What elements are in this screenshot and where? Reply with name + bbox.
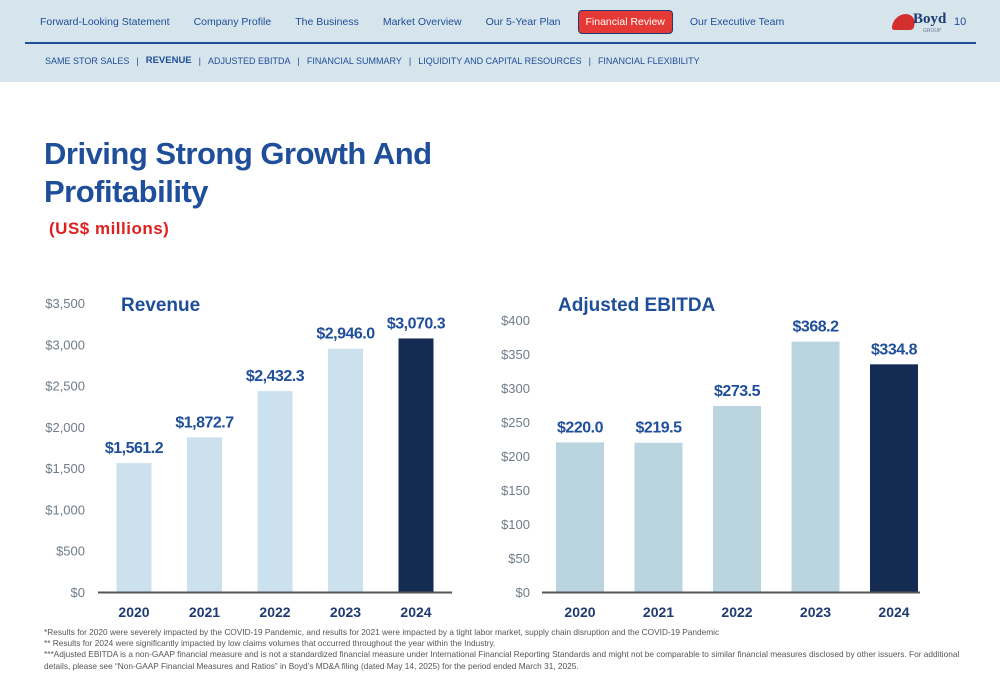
main-nav: Forward-Looking Statement Company Profil… — [33, 9, 801, 35]
footnote-2: ** Results for 2024 were significantly i… — [44, 638, 496, 649]
bar-2021 — [187, 437, 222, 592]
nav-the-business[interactable]: The Business — [295, 16, 359, 28]
bar-2022 — [257, 391, 293, 592]
data-label: $368.2 — [793, 319, 840, 336]
x-tick-label: 2020 — [118, 604, 149, 620]
section-subnav: SAME STOR SALES | REVENUE | ADJUSTED EBI… — [45, 55, 700, 66]
nav-company-profile[interactable]: Company Profile — [193, 16, 272, 28]
data-label: $334.8 — [871, 341, 918, 358]
subnav-revenue[interactable]: REVENUE — [145, 55, 192, 66]
bar-2020 — [116, 463, 152, 592]
nav-divider — [25, 42, 976, 44]
bar-2021 — [634, 442, 683, 592]
bar-2024 — [398, 338, 434, 592]
y-tick-label: $0 — [71, 585, 85, 600]
data-label: $1,872.7 — [175, 414, 234, 431]
chart-title: Adjusted EBITDA — [558, 295, 716, 316]
boyd-group-logo[interactable]: Boyd GROUP — [891, 11, 951, 35]
data-label: $2,946.0 — [316, 326, 375, 343]
data-label: $219.5 — [636, 420, 683, 437]
y-tick-label: $2,500 — [45, 379, 85, 394]
data-label: $220.0 — [557, 419, 604, 436]
subnav-separator: | — [408, 55, 412, 66]
footnotes: *Results for 2020 were severely impacted… — [44, 627, 974, 672]
bar-2024 — [870, 364, 918, 592]
nav-forward-looking-statement[interactable]: Forward-Looking Statement — [40, 16, 170, 28]
x-tick-label: 2024 — [400, 604, 431, 620]
nav-market-overview[interactable]: Market Overview — [382, 16, 462, 28]
y-tick-label: $3,500 — [45, 296, 85, 311]
subnav-same-store-sales[interactable]: SAME STOR SALES — [45, 55, 130, 66]
subnav-separator: | — [297, 55, 300, 66]
bar-2023 — [328, 348, 363, 592]
chart-title: Revenue — [121, 295, 200, 316]
top-navigation-bar: Forward-Looking Statement Company Profil… — [0, 0, 1000, 82]
y-tick-label: $350 — [501, 347, 530, 362]
footnote-3: ***Adjusted EBITDA is a non-GAAP financi… — [44, 649, 960, 671]
x-tick-label: 2023 — [330, 604, 361, 620]
units-label: (US$ millions) — [49, 219, 170, 238]
subnav-adjusted-ebitda[interactable]: ADJUSTED EBITDA — [208, 55, 291, 66]
adjusted-ebitda-chart: Adjusted EBITDA $0 $50 $100 $150 $200 $250 $300… — [501, 295, 920, 620]
bar-2023 — [791, 341, 840, 592]
x-tick-label: 2023 — [800, 604, 831, 620]
logo-wordmark: Boyd — [913, 11, 947, 27]
y-tick-label: $1,500 — [45, 461, 85, 476]
footnote-1: *Results for 2020 were severely impacted… — [44, 627, 720, 637]
data-label: $3,070.3 — [387, 315, 446, 332]
bar-2022 — [713, 406, 761, 592]
y-tick-label: $150 — [501, 483, 530, 498]
data-label: $2,432.3 — [246, 368, 305, 385]
x-tick-label: 2021 — [643, 604, 674, 620]
y-tick-label: $250 — [501, 415, 530, 430]
page-number: 10 — [954, 16, 967, 28]
x-tick-label: 2020 — [564, 604, 595, 620]
nav-financial-review[interactable]: Financial Review — [577, 10, 673, 34]
subnav-separator: | — [198, 55, 201, 66]
subnav-separator: | — [136, 55, 139, 66]
nav-five-year-plan[interactable]: Our 5-Year Plan — [485, 16, 561, 28]
bar-2020 — [556, 442, 604, 592]
data-label: $273.5 — [714, 383, 761, 400]
y-tick-label: $200 — [501, 449, 530, 464]
x-tick-label: 2024 — [878, 604, 909, 620]
y-tick-label: $400 — [501, 313, 530, 328]
x-tick-label: 2022 — [259, 604, 290, 620]
data-label: $1,561.2 — [105, 440, 164, 457]
y-tick-label: $50 — [508, 551, 530, 566]
y-tick-label: $100 — [501, 517, 530, 532]
x-tick-label: 2021 — [189, 604, 220, 620]
logo-subtext: GROUP — [923, 28, 942, 34]
nav-executive-team[interactable]: Our Executive Team — [689, 16, 785, 28]
x-tick-label: 2022 — [721, 604, 752, 620]
y-tick-label: $0 — [516, 585, 530, 600]
y-tick-label: $2,000 — [45, 420, 85, 435]
y-tick-label: $500 — [56, 544, 85, 559]
subnav-separator: | — [588, 55, 591, 66]
y-tick-label: $3,000 — [45, 337, 85, 352]
page-title: Driving Strong Growth And Profitability — [44, 136, 432, 209]
revenue-chart: Revenue $0 $500 $1,000 $1,500 $2,000 $2,500 $3,… — [45, 295, 452, 620]
y-tick-label: $300 — [501, 381, 530, 396]
subnav-financial-flexibility[interactable]: FINANCIAL FLEXIBILITY — [597, 55, 700, 66]
subnav-liquidity[interactable]: LIQUIDITY AND CAPITAL RESOURCES — [418, 55, 582, 66]
subnav-financial-summary[interactable]: FINANCIAL SUMMARY — [306, 55, 402, 66]
y-tick-label: $1,000 — [45, 502, 85, 517]
